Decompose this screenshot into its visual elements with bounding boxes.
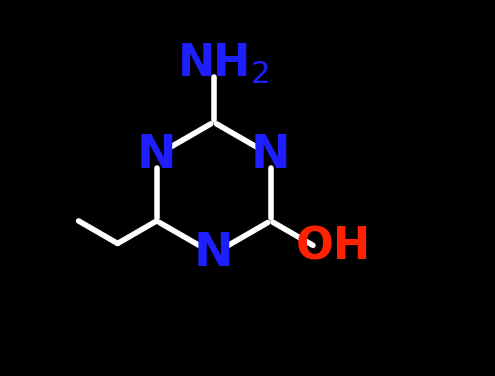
Text: N: N xyxy=(137,133,177,177)
Text: N: N xyxy=(251,133,291,177)
Text: N: N xyxy=(194,231,234,276)
Text: NH$_2$: NH$_2$ xyxy=(177,42,269,86)
Text: OH: OH xyxy=(296,226,371,269)
